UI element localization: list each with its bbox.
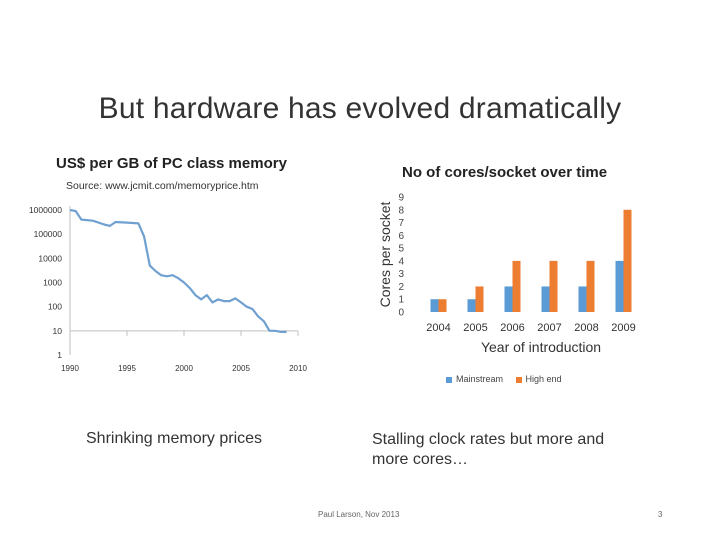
bar-mainstream — [467, 299, 476, 312]
bar-high-end — [549, 260, 558, 312]
bar-mainstream — [578, 286, 587, 312]
bar-high-end — [586, 260, 595, 312]
y-tick-label: 3 — [398, 269, 404, 280]
bar-mainstream — [541, 286, 550, 312]
x-tick-label: 2009 — [611, 322, 635, 334]
y-tick-label: 100000 — [34, 229, 63, 239]
x-tick-label: 2008 — [574, 322, 598, 334]
memory-price-line — [69, 208, 287, 333]
y-tick-label: 7 — [398, 218, 404, 229]
x-tick-label: 2005 — [232, 364, 250, 373]
bar-mainstream — [430, 299, 439, 312]
y-tick-label: 0 — [398, 308, 404, 319]
y-tick-label: 1 — [398, 295, 404, 306]
x-tick-label: 2007 — [537, 322, 561, 334]
y-tick-label: 4 — [398, 256, 404, 267]
x-axis-title: Year of introduction — [481, 339, 601, 355]
bar-mainstream — [615, 260, 624, 312]
y-tick-label: 8 — [398, 205, 404, 216]
legend-label-mainstream: Mainstream — [456, 374, 504, 384]
bar-high-end — [475, 286, 484, 312]
y-tick-label: 1000 — [43, 278, 62, 288]
legend-label-high-end: High end — [525, 374, 562, 384]
bar-high-end — [438, 299, 447, 312]
x-tick-label: 2005 — [463, 322, 487, 334]
page-number: 3 — [658, 510, 663, 519]
legend-swatch-mainstream — [446, 376, 452, 383]
y-tick-label: 9 — [398, 193, 404, 204]
y-tick-label: 1000000 — [29, 205, 62, 215]
x-tick-label: 2004 — [426, 322, 450, 334]
x-tick-label: 1995 — [118, 364, 136, 373]
bar-high-end — [512, 260, 521, 312]
memory-price-chart: 1 10 100 1000 10000 100000 1000000 1990 1995 2000… — [29, 205, 308, 373]
y-axis-title: Cores per socket — [377, 201, 393, 307]
legend-item-high-end: High end — [515, 374, 562, 384]
y-tick-label: 6 — [398, 231, 404, 242]
memory-chart-title: US$ per GB of PC class memory — [56, 155, 287, 172]
x-tick-label: 2000 — [175, 364, 193, 373]
caption-cores: Stalling clock rates but more and more c… — [372, 431, 605, 468]
footer-author: Paul Larson, Nov 2013 — [318, 510, 400, 519]
memory-chart-subtitle: Source: www.jcmit.com/memoryprice.htm — [66, 180, 259, 192]
cores-chart-title: No of cores/socket over time — [402, 164, 608, 181]
legend-item-mainstream: Mainstream — [446, 374, 503, 384]
caption-memory: Shrinking memory prices — [86, 430, 263, 447]
x-tick-label: 2010 — [289, 364, 307, 373]
y-tick-label: 2 — [398, 282, 404, 293]
y-tick-label: 10 — [53, 326, 63, 336]
cores-legend: Mainstream High end — [446, 374, 572, 384]
x-tick-label: 2006 — [500, 322, 524, 334]
y-tick-label: 5 — [398, 244, 404, 255]
y-tick-label: 100 — [48, 302, 62, 312]
bar-mainstream — [504, 286, 513, 312]
y-tick-label: 10000 — [38, 253, 62, 263]
x-tick-label: 1990 — [61, 364, 79, 373]
y-tick-label: 1 — [57, 350, 62, 360]
legend-swatch-high-end — [515, 376, 522, 383]
bar-high-end — [623, 209, 632, 312]
slide-title: But hardware has evolved dramatically — [98, 92, 622, 125]
